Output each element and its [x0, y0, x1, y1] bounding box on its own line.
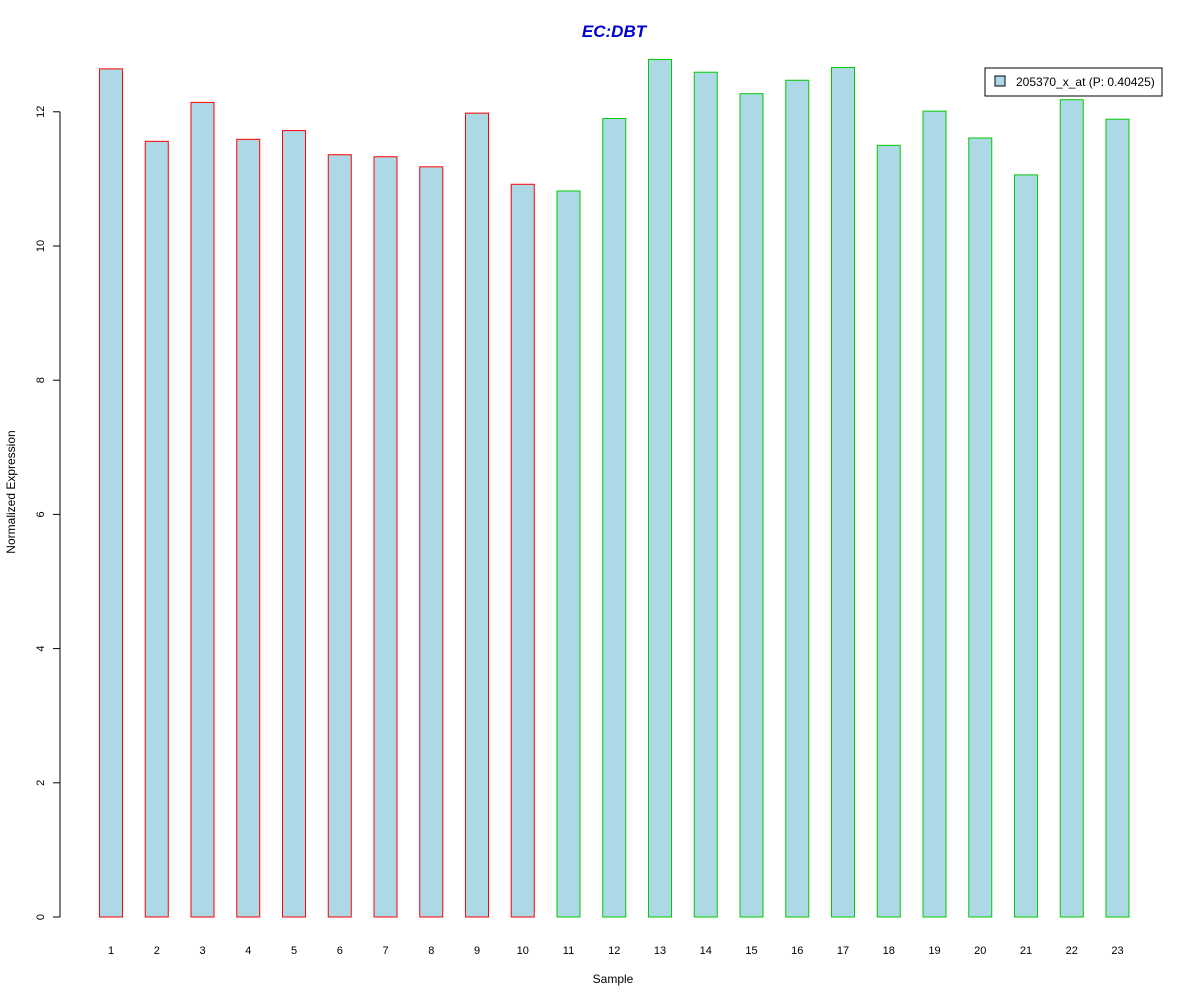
bar — [968, 137, 993, 918]
legend-entry-label: 205370_x_at (P: 0.40425) — [1016, 75, 1155, 89]
x-tick-label: 11 — [563, 945, 574, 957]
legend-swatch — [994, 75, 1006, 87]
x-tick-label: 18 — [883, 945, 895, 957]
bar — [922, 110, 947, 918]
bars — [99, 58, 1130, 918]
legend-box — [984, 67, 1163, 97]
x-tick-label: 14 — [700, 945, 712, 957]
y-tick-label: 4 — [35, 646, 47, 652]
bar — [465, 112, 489, 918]
x-tick-label: 12 — [608, 945, 620, 957]
bar — [602, 118, 627, 918]
chart-title: EC:DBT — [582, 22, 648, 41]
bar — [327, 154, 352, 918]
y-axis-label: Normalized Expression — [4, 430, 18, 553]
x-tick-label: 16 — [791, 945, 803, 957]
bar — [190, 101, 215, 918]
bar — [1105, 118, 1130, 918]
x-tick-label: 17 — [837, 945, 849, 957]
y-tick-label: 12 — [35, 106, 47, 118]
x-tick-label: 6 — [337, 945, 343, 957]
bar — [1059, 99, 1084, 918]
bar — [419, 166, 444, 918]
x-tick-label: 22 — [1066, 945, 1078, 957]
y-tick-label: 2 — [35, 780, 47, 786]
y-tick-label: 10 — [35, 240, 47, 252]
bar — [99, 68, 123, 918]
x-axis-label: Sample — [593, 972, 634, 986]
x-tick-label: 23 — [1111, 945, 1123, 957]
x-tick-label: 21 — [1020, 945, 1032, 957]
bar — [648, 58, 672, 918]
x-tick-label: 1 — [108, 945, 114, 957]
x-tick-label: 4 — [245, 945, 251, 957]
x-tick-label: 3 — [199, 945, 205, 957]
bar — [831, 67, 855, 918]
x-tick-labels: 1 2 3 4 5 6 7 8 9 10 11 12 13 14 15 16 17 18 19 20 21 22 23 — [108, 945, 1124, 957]
bar — [1014, 174, 1038, 918]
bar — [739, 93, 764, 918]
x-tick-label: 9 — [474, 945, 480, 957]
x-tick-label: 10 — [517, 945, 529, 957]
bar — [373, 156, 398, 918]
bar — [282, 130, 306, 918]
y-tick-label: 8 — [35, 377, 47, 383]
y-tick-label: 6 — [35, 511, 47, 517]
bar — [236, 138, 261, 918]
x-tick-label: 15 — [745, 945, 757, 957]
bar — [144, 140, 169, 918]
x-tick-label: 19 — [928, 945, 940, 957]
x-tick-label: 5 — [291, 945, 297, 957]
y-axis: 0 2 4 6 8 10 12 — [35, 106, 61, 920]
x-tick-label: 20 — [974, 945, 986, 957]
x-tick-label: 13 — [654, 945, 666, 957]
bar — [510, 183, 535, 918]
legend: 205370_x_at (P: 0.40425) — [984, 67, 1163, 97]
bar — [876, 144, 901, 918]
bar — [785, 79, 810, 918]
bar — [556, 190, 581, 918]
bar — [693, 71, 718, 918]
x-tick-label: 7 — [382, 945, 388, 957]
x-tick-label: 8 — [428, 945, 434, 957]
x-tick-label: 2 — [154, 945, 160, 957]
y-tick-label: 0 — [35, 914, 47, 920]
